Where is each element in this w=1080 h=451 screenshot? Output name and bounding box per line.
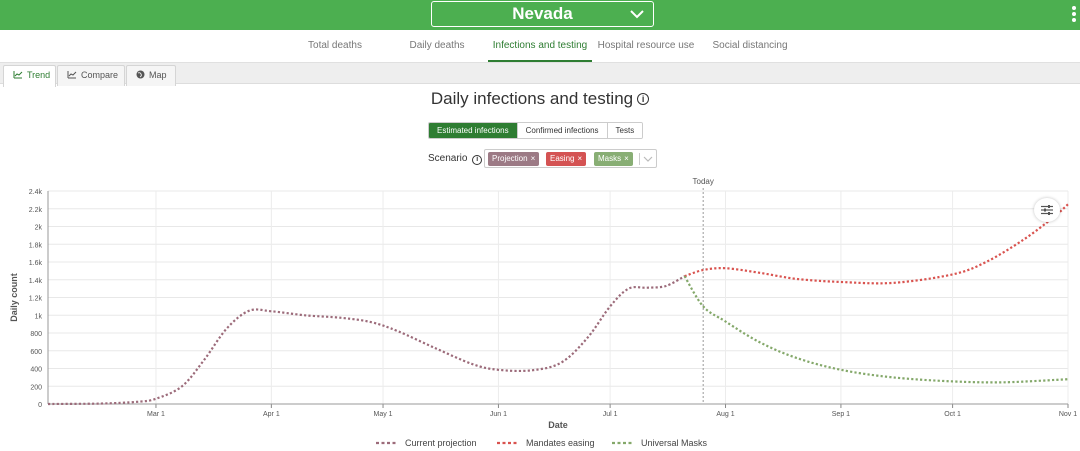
series-line (47, 275, 686, 406)
state-select-value: Nevada (512, 4, 573, 23)
measure-option[interactable]: Estimated infections (429, 123, 518, 138)
scenario-label: Scenario i (428, 153, 483, 165)
scenario-chip[interactable]: Easing × (546, 152, 587, 166)
close-icon[interactable]: × (624, 154, 629, 163)
close-icon[interactable]: × (530, 154, 536, 163)
info-icon[interactable]: i (637, 93, 650, 105)
y-tick-label: 1.2k (29, 296, 43, 303)
nav-tab[interactable]: Hospital resource use (597, 40, 695, 51)
infections-chart: 0 200 400 600 800 1k 1.2k 1.4k 1.6k 1.8k 2k 2.2k 2.4… (9, 177, 1077, 448)
x-tick-label: May 1 (374, 411, 393, 418)
chevron-down-icon (630, 10, 644, 19)
x-tick-label: Sep 1 (832, 411, 850, 418)
chevron-down-icon[interactable] (643, 155, 653, 163)
x-axis-label: Date (548, 420, 568, 430)
y-tick-label: 1.6k (29, 260, 43, 267)
series-line (684, 203, 1069, 285)
measure-toggle: Estimated infections Confirmed infections… (428, 122, 644, 139)
scenario-select[interactable]: Projection × Easing × Masks × (484, 149, 657, 168)
y-tick-label: 400 (30, 367, 42, 374)
y-axis-label: Daily count (9, 273, 19, 322)
scenario-chip[interactable]: Projection × (488, 152, 540, 166)
globe-icon (136, 70, 145, 79)
legend-label: Current projection (405, 438, 477, 448)
y-tick-label: 2.2k (29, 207, 43, 214)
x-tick-label: Apr 1 (263, 411, 280, 418)
y-tick-label: 2k (35, 225, 43, 232)
scenario-chip-label: Projection (492, 154, 528, 163)
scenario-label-text: Scenario (428, 153, 468, 164)
y-tick-label: 2.4k (29, 189, 43, 196)
more-menu-icon[interactable] (1070, 5, 1078, 25)
y-tick-label: 600 (30, 349, 42, 356)
measure-option[interactable]: Tests (607, 123, 643, 138)
top-bar: Nevada (0, 0, 1080, 30)
tab-compare-label: Compare (81, 70, 119, 80)
x-tick-label: Aug 1 (716, 411, 734, 418)
legend-label: Mandates easing (526, 438, 595, 448)
scenario-chip-label: Masks (598, 154, 622, 163)
tab-compare[interactable]: Compare (57, 65, 125, 86)
page-title: Daily infections and testing i (0, 89, 1080, 109)
x-tick-label: Mar 1 (147, 411, 165, 418)
chart-options-button[interactable] (1034, 198, 1060, 222)
line-chart-icon (67, 71, 77, 79)
x-tick-label: Oct 1 (944, 411, 961, 418)
legend-label: Universal Masks (641, 438, 708, 448)
x-tick-label: Jul 1 (603, 411, 618, 418)
tab-trend[interactable]: Trend (3, 65, 56, 87)
series-line (683, 275, 1069, 384)
main-nav: Total deaths Daily deaths Infections and t… (0, 30, 1080, 62)
y-tick-label: 1k (35, 313, 43, 320)
nav-tab[interactable]: Infections and testing (488, 30, 592, 62)
x-tick-label: Nov 1 (1059, 411, 1077, 418)
x-tick-label: Jun 1 (490, 411, 507, 418)
y-tick-label: 1.4k (29, 278, 43, 285)
nav-tab[interactable]: Total deaths (308, 40, 362, 51)
tab-map[interactable]: Map (126, 65, 176, 86)
divider (639, 153, 640, 165)
today-label: Today (693, 177, 714, 186)
y-tick-label: 200 (30, 384, 42, 391)
scenario-chip-label: Easing (550, 154, 575, 163)
view-tabs: Trend Compare Map (0, 62, 1080, 87)
nav-tab[interactable]: Social distancing (712, 40, 788, 51)
y-tick-label: 1.8k (29, 242, 43, 249)
info-icon[interactable]: i (472, 155, 483, 165)
y-tick-label: 800 (30, 331, 42, 338)
sliders-icon (1041, 205, 1053, 215)
scenario-chip[interactable]: Masks × (594, 152, 633, 166)
nav-tab[interactable]: Daily deaths (409, 40, 465, 51)
close-icon[interactable]: × (577, 154, 583, 163)
y-tick-label: 0 (38, 402, 42, 409)
state-select[interactable]: Nevada (431, 1, 654, 27)
line-chart-icon (13, 71, 23, 79)
tab-map-label: Map (149, 70, 167, 80)
tab-trend-label: Trend (27, 70, 51, 80)
page-title-text: Daily infections and testing (430, 89, 634, 108)
measure-option[interactable]: Confirmed infections (517, 123, 608, 138)
